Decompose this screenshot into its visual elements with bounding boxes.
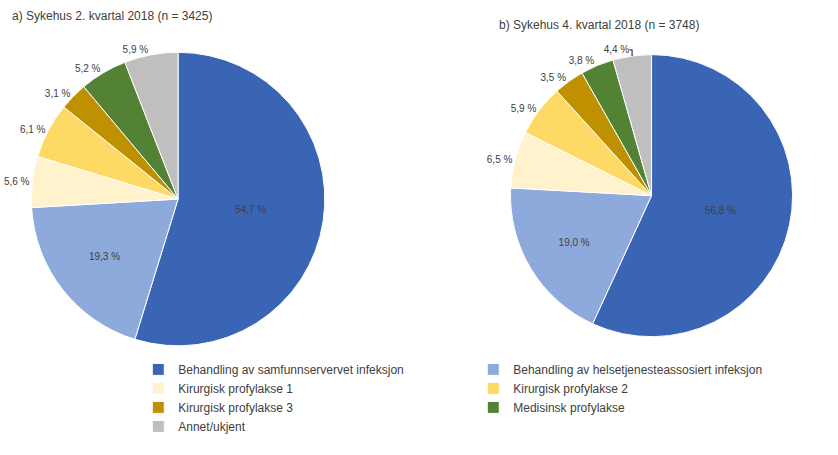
svg-text:54,7 %: 54,7 %	[235, 204, 266, 215]
svg-text:6,1 %: 6,1 %	[20, 124, 46, 135]
svg-text:b) Sykehus 4. kvartal 2018 (n: b) Sykehus 4. kvartal 2018 (n = 3748)	[499, 18, 699, 32]
svg-text:19,3 %: 19,3 %	[89, 251, 120, 262]
svg-text:5,2 %: 5,2 %	[75, 63, 101, 74]
svg-text:3,1 %: 3,1 %	[45, 88, 71, 99]
svg-text:5,9 %: 5,9 %	[123, 44, 149, 55]
svg-text:56,8 %: 56,8 %	[705, 205, 736, 216]
svg-text:Behandling av samfunnservervet: Behandling av samfunnservervet infeksjon	[178, 363, 403, 377]
svg-text:Behandling av helsetjenesteass: Behandling av helsetjenesteassosiert inf…	[513, 363, 762, 377]
svg-text:5,9 %: 5,9 %	[511, 103, 537, 114]
svg-text:a) Sykehus 2. kvartal 2018 (n: a) Sykehus 2. kvartal 2018 (n = 3425)	[12, 9, 212, 23]
svg-text:4,4 %: 4,4 %	[604, 44, 630, 55]
svg-text:Annet/ukjent: Annet/ukjent	[178, 420, 245, 434]
svg-text:Kirurgisk profylakse 1: Kirurgisk profylakse 1	[178, 382, 293, 396]
svg-text:6,5 %: 6,5 %	[487, 154, 513, 165]
svg-text:5,6 %: 5,6 %	[4, 176, 30, 187]
svg-text:3,8 %: 3,8 %	[569, 55, 595, 66]
svg-text:Kirurgisk profylakse 3: Kirurgisk profylakse 3	[178, 401, 293, 415]
svg-text:Kirurgisk profylakse 2: Kirurgisk profylakse 2	[513, 382, 628, 396]
svg-text:3,5 %: 3,5 %	[540, 72, 566, 83]
svg-text:19,0 %: 19,0 %	[559, 237, 590, 248]
svg-text:Medisinsk profylakse: Medisinsk profylakse	[513, 401, 625, 415]
